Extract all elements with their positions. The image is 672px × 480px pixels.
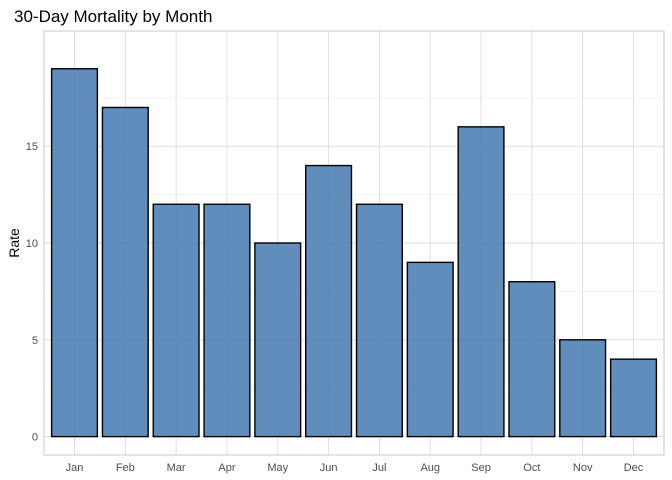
plot-panel-border [43, 30, 665, 456]
x-tick-label: Jul [372, 462, 386, 474]
bar-nov [559, 339, 607, 438]
x-tick-label: May [267, 462, 288, 474]
chart-title: 30-Day Mortality by Month [14, 7, 212, 26]
x-tick-label: Jun [320, 462, 338, 474]
bar-jul [355, 203, 403, 438]
y-tick-label: 5 [32, 335, 38, 347]
bar-aug [406, 261, 454, 438]
y-tick-label: 10 [26, 238, 38, 250]
y-axis-title: Rate [6, 228, 22, 258]
x-tick-label: Nov [573, 462, 593, 474]
x-tick-label: Dec [624, 462, 644, 474]
bar-apr [203, 203, 251, 438]
bar-feb [101, 106, 149, 438]
x-tick-label: Oct [523, 462, 540, 474]
bar-jan [50, 68, 99, 438]
bar-oct [508, 281, 556, 438]
x-tick-label: Feb [116, 462, 135, 474]
x-tick-label: Mar [167, 462, 186, 474]
x-tick-label: Aug [420, 462, 440, 474]
bar-mar [152, 203, 200, 438]
x-tick-label: Sep [471, 462, 491, 474]
bars [50, 68, 658, 438]
y-tick-label: 0 [32, 432, 38, 444]
x-tick-label: Apr [218, 462, 235, 474]
bar-dec [609, 358, 658, 438]
x-tick-label: Jan [66, 462, 84, 474]
bar-may [254, 242, 302, 438]
bar-sep [457, 126, 505, 438]
bar-jun [305, 164, 353, 438]
x-axis-ticks: Jan Feb Mar Apr May Jun Jul Aug Sep Oct Nov Dec [66, 462, 644, 474]
y-tick-label: 15 [26, 141, 38, 153]
y-axis-ticks: 0 5 10 15 [26, 141, 38, 443]
